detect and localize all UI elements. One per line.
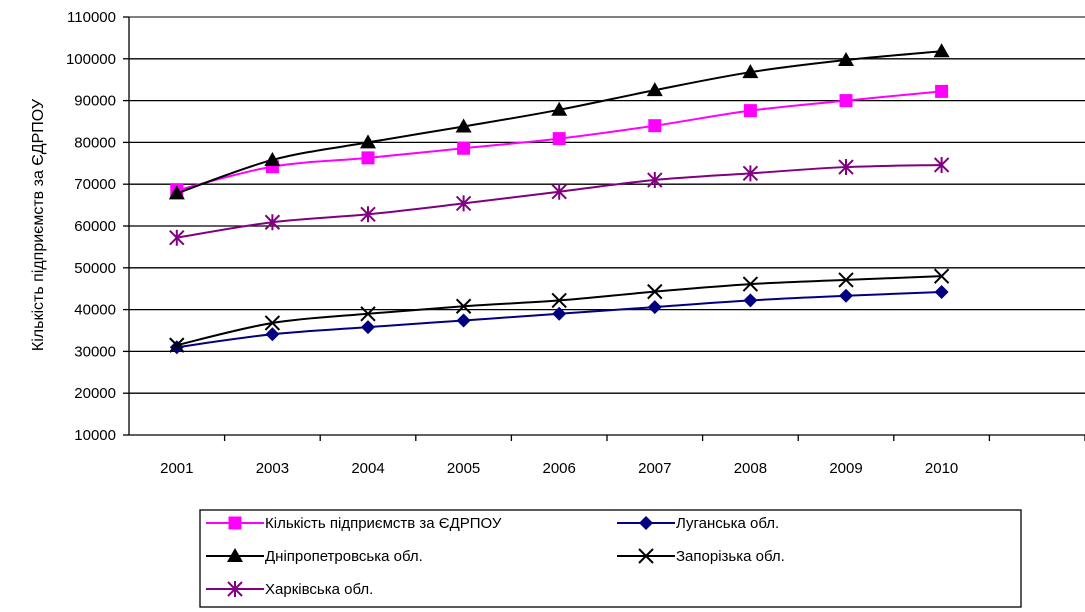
- series-3: [168, 43, 950, 200]
- y-tick-label: 110000: [67, 9, 116, 26]
- legend-marker: [227, 581, 243, 597]
- legend-label: Запорізька обл.: [676, 548, 785, 565]
- series-group: [168, 43, 950, 355]
- series-line: [176, 163, 942, 239]
- x-tick-label: 2009: [829, 460, 862, 477]
- x-tick-label: 2006: [543, 460, 576, 477]
- y-tick-labels: 10000 20000 30000 40000 50000 60000 70000 80000…: [66, 9, 116, 444]
- legend-label: Луганська обл.: [676, 515, 779, 532]
- x-tick-label: 2004: [351, 460, 384, 477]
- data-point: [742, 276, 759, 292]
- data-point: [838, 159, 854, 176]
- data-point: [743, 293, 758, 308]
- data-point: [935, 84, 949, 98]
- data-point: [552, 306, 567, 321]
- axes: [128, 17, 1085, 441]
- legend-box: [199, 509, 1022, 608]
- x-tick-label: 2003: [256, 460, 289, 477]
- data-point: [264, 214, 281, 231]
- data-point: [647, 172, 663, 189]
- legend-item-1: Кількість підприємств за ЄДРПОУ: [206, 515, 502, 532]
- data-point: [933, 268, 950, 284]
- data-point: [648, 119, 662, 133]
- y-tick-label: 70000: [74, 176, 116, 193]
- data-point: [551, 101, 568, 116]
- x-tick-labels: 2001 2003 2004 2005 2006 2007 2008 2009 2010: [160, 460, 958, 477]
- y-tick-label: 40000: [74, 302, 116, 319]
- data-point: [457, 141, 471, 155]
- x-tick-label: 2007: [638, 460, 671, 477]
- data-point: [551, 183, 567, 200]
- data-point: [934, 285, 949, 300]
- data-point: [838, 272, 854, 288]
- legend-label: Кількість підприємств за ЄДРПОУ: [265, 515, 502, 532]
- series-2: [169, 285, 949, 355]
- data-point: [169, 340, 184, 355]
- legend-label: Харківська обл.: [265, 581, 373, 598]
- y-tick-label: 10000: [74, 427, 116, 444]
- series-4: [169, 268, 950, 353]
- legend-item-4: Запорізька обл.: [617, 548, 785, 565]
- data-point: [360, 134, 376, 149]
- data-point: [360, 206, 376, 223]
- data-point: [742, 165, 759, 182]
- legend-marker: [227, 548, 243, 562]
- data-point: [264, 151, 281, 166]
- data-point: [264, 315, 281, 331]
- data-point: [839, 288, 853, 303]
- data-point: [742, 64, 759, 79]
- data-point: [361, 320, 375, 335]
- data-point: [455, 118, 472, 133]
- y-tick-label: 20000: [74, 385, 116, 402]
- x-tick-label: 2008: [734, 460, 767, 477]
- data-point: [360, 306, 376, 322]
- data-point: [551, 292, 567, 309]
- legend-marker: [639, 516, 653, 530]
- y-tick-label: 50000: [74, 260, 116, 277]
- data-point: [933, 43, 950, 58]
- legend-item-2: Луганська обл.: [617, 515, 779, 532]
- data-point: [361, 151, 375, 165]
- y-tick-label: 80000: [74, 134, 116, 151]
- legend: Кількість підприємств за ЄДРПОУ Луганська…: [199, 509, 1022, 608]
- data-point: [169, 229, 185, 246]
- data-point: [647, 283, 663, 300]
- legend-label: Дніпропетровська обл.: [265, 548, 423, 565]
- data-point: [743, 104, 757, 118]
- data-point: [646, 82, 663, 97]
- series-line: [176, 50, 942, 195]
- y-tick-label: 60000: [74, 218, 116, 235]
- legend-item-3: Дніпропетровська обл.: [206, 548, 423, 565]
- x-tick-label: 2005: [447, 460, 480, 477]
- data-point: [168, 185, 185, 200]
- data-point: [455, 298, 472, 314]
- data-point: [647, 300, 662, 315]
- y-tick-label: 30000: [74, 343, 116, 360]
- data-point: [456, 313, 471, 328]
- data-point: [839, 94, 853, 108]
- data-point: [265, 327, 280, 342]
- y-tick-label: 90000: [74, 93, 116, 110]
- legend-marker: [228, 516, 242, 530]
- series-5: [169, 156, 950, 246]
- data-point: [933, 156, 950, 173]
- data-point: [455, 195, 472, 212]
- data-point: [838, 52, 854, 67]
- legend-item-5: Харківська обл.: [206, 581, 373, 598]
- x-tick-label: 2010: [925, 460, 958, 477]
- series-1: [170, 84, 949, 197]
- data-point: [169, 337, 185, 353]
- x-tick-label: 2001: [160, 460, 193, 477]
- y-axis-title: Кількість підприємств за ЄДРПОУ: [30, 98, 47, 351]
- legend-marker: [638, 548, 654, 564]
- data-point: [552, 132, 566, 146]
- y-tick-label: 100000: [66, 51, 116, 68]
